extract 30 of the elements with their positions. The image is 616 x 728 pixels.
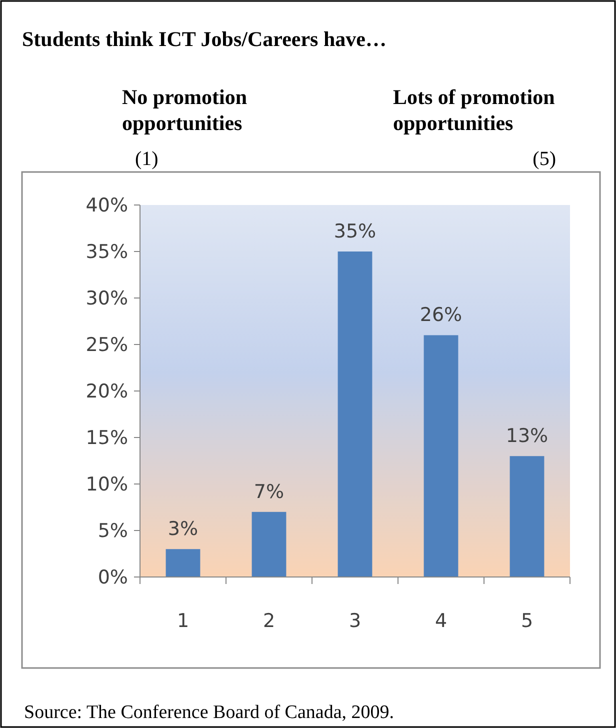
y-tick-label: 20% [86,380,128,403]
bar [252,512,286,577]
x-tick-label: 4 [434,610,448,632]
x-tick-label: 2 [262,610,276,632]
y-tick-label: 30% [86,288,128,310]
bar [510,456,544,577]
data-label: 26% [420,304,462,326]
x-tick-label: 1 [176,610,190,632]
data-label: 3% [168,518,198,540]
y-tick-label: 35% [86,241,128,264]
chart-title: Students think ICT Jobs/Careers have… [22,27,386,51]
text: (5) [532,148,556,170]
x-tick-label: 5 [520,610,534,632]
data-label: 35% [334,220,376,242]
y-tick-label: 0% [98,566,128,589]
y-tick-label: 10% [86,474,128,496]
source-note: Source: The Conference Board of Canada, 2009. [24,702,394,723]
text: Lots of promotion opportunities [393,85,556,135]
y-tick-label: 40% [86,194,128,217]
text: No promotion opportunities [122,85,248,135]
bar [166,549,200,577]
y-tick-label: 5% [98,520,128,542]
bar [338,252,372,577]
y-tick-label: 15% [86,427,128,450]
y-tick-label: 25% [86,334,128,356]
bar [424,335,458,577]
x-tick-label: 3 [348,610,362,632]
data-label: 13% [506,425,548,448]
data-label: 7% [254,480,284,503]
text: (1) [135,148,158,170]
